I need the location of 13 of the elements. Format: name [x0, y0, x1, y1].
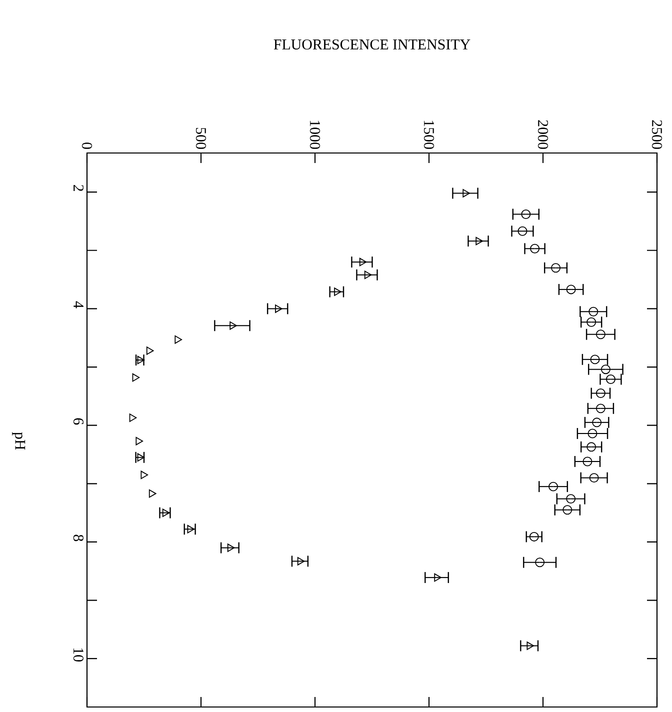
x-tick-label: 1000 — [310, 120, 320, 149]
y-tick-label: 8 — [73, 534, 84, 542]
x-tick-label: 2500 — [652, 120, 662, 149]
x-tick-label: 500 — [196, 128, 206, 149]
y-tick-label: 4 — [74, 301, 84, 308]
x-tick-label: 2000 — [538, 120, 548, 149]
x-tick-label: 0 — [82, 142, 92, 149]
y-tick-label: 10 — [73, 648, 84, 662]
y-tick-label: 6 — [73, 418, 84, 425]
y-axis-title: pH — [12, 432, 26, 450]
x-axis-title: FLUORESCENCE INTENSITY — [274, 39, 470, 50]
x-tick-label: 1500 — [424, 120, 434, 149]
y-tick-label: 2 — [74, 184, 84, 191]
